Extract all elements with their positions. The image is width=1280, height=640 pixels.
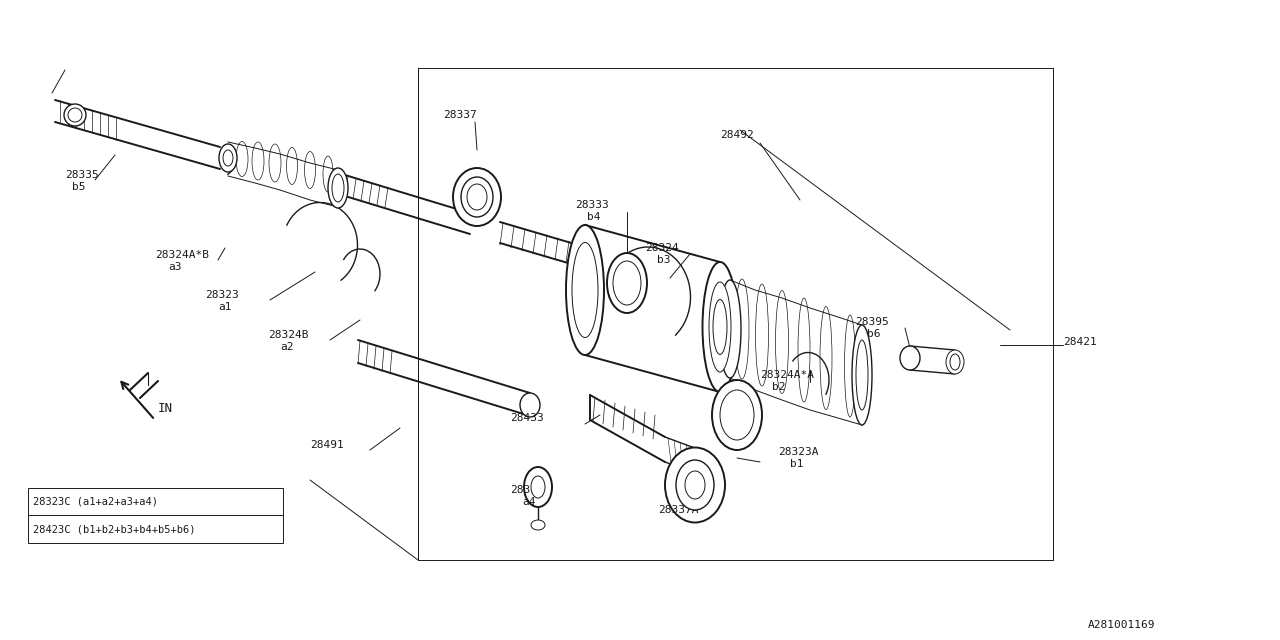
Ellipse shape <box>852 325 872 425</box>
Ellipse shape <box>719 390 754 440</box>
Ellipse shape <box>712 380 762 450</box>
Text: 28491: 28491 <box>310 440 344 450</box>
Ellipse shape <box>467 184 486 210</box>
Text: 28324A*A: 28324A*A <box>760 370 814 380</box>
Ellipse shape <box>946 350 964 374</box>
Ellipse shape <box>531 520 545 530</box>
Ellipse shape <box>520 393 540 417</box>
Ellipse shape <box>613 261 641 305</box>
Ellipse shape <box>709 282 731 372</box>
Ellipse shape <box>685 471 705 499</box>
Text: 28395: 28395 <box>855 317 888 327</box>
Ellipse shape <box>713 300 727 355</box>
Bar <box>28 488 283 543</box>
Ellipse shape <box>572 243 598 337</box>
Text: a1: a1 <box>218 302 232 312</box>
Ellipse shape <box>856 340 868 410</box>
Ellipse shape <box>703 262 737 392</box>
Ellipse shape <box>524 467 552 507</box>
Text: IN: IN <box>157 401 173 415</box>
Ellipse shape <box>219 144 237 172</box>
Text: a3: a3 <box>168 262 182 272</box>
Text: 28333: 28333 <box>575 200 609 210</box>
Text: 28421: 28421 <box>1062 337 1097 347</box>
Text: 28324: 28324 <box>645 243 678 253</box>
Ellipse shape <box>328 168 348 208</box>
Text: 28433: 28433 <box>509 413 544 423</box>
Ellipse shape <box>719 280 741 378</box>
Text: 28324A*B: 28324A*B <box>155 250 209 260</box>
Ellipse shape <box>676 460 714 510</box>
Text: b3: b3 <box>657 255 671 265</box>
Text: 28335: 28335 <box>65 170 99 180</box>
Text: b5: b5 <box>72 182 86 192</box>
Ellipse shape <box>332 174 344 202</box>
Text: 28323C (a1+a2+a3+a4): 28323C (a1+a2+a3+a4) <box>33 497 157 507</box>
Text: 28395: 28395 <box>509 485 544 495</box>
Text: b1: b1 <box>790 459 804 469</box>
Text: b4: b4 <box>588 212 600 222</box>
Ellipse shape <box>453 168 500 226</box>
Text: 28423C (b1+b2+b3+b4+b5+b6): 28423C (b1+b2+b3+b4+b5+b6) <box>33 525 196 535</box>
Text: 28492: 28492 <box>719 130 754 140</box>
Text: 28324B: 28324B <box>268 330 308 340</box>
Ellipse shape <box>461 177 493 217</box>
Ellipse shape <box>68 108 82 122</box>
Ellipse shape <box>607 253 646 313</box>
Ellipse shape <box>64 104 86 126</box>
Text: a4: a4 <box>522 497 535 507</box>
Ellipse shape <box>566 225 604 355</box>
Text: 28323: 28323 <box>205 290 239 300</box>
Ellipse shape <box>531 476 545 498</box>
Ellipse shape <box>900 346 920 370</box>
Ellipse shape <box>223 150 233 166</box>
Text: b6: b6 <box>867 329 881 339</box>
Text: A281001169: A281001169 <box>1088 620 1155 630</box>
Ellipse shape <box>666 447 724 522</box>
Text: b2: b2 <box>772 382 786 392</box>
Ellipse shape <box>950 354 960 370</box>
Text: 28337A: 28337A <box>658 505 699 515</box>
Text: 28337: 28337 <box>443 110 476 120</box>
Text: 28323A: 28323A <box>778 447 818 457</box>
Text: a2: a2 <box>280 342 293 352</box>
